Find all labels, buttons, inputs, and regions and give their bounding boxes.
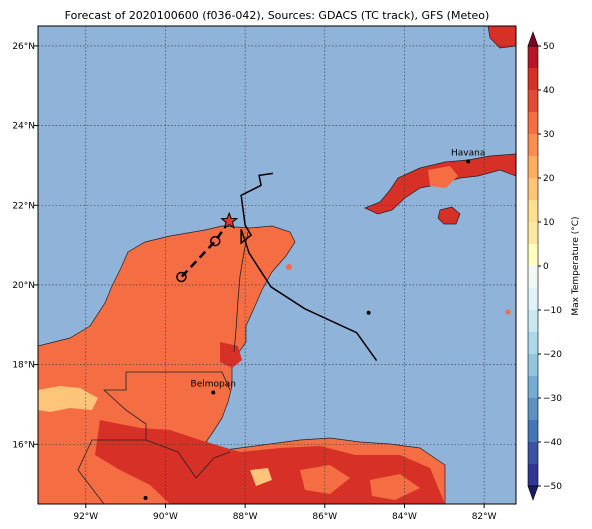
colorbar-label: Max Temperature (°C) bbox=[571, 216, 581, 315]
colorbar-segment bbox=[528, 178, 538, 200]
lon-tick-label: 86°W bbox=[312, 512, 337, 522]
lon-tick-label: 90°W bbox=[153, 512, 178, 522]
colorbar-segment bbox=[528, 68, 538, 90]
colorbar-segment bbox=[528, 46, 538, 68]
colorbar-tick-label: 0 bbox=[543, 262, 549, 272]
map-title: Forecast of 2020100600 (f036-042), Sourc… bbox=[65, 9, 490, 22]
colorbar-tick-label: 50 bbox=[543, 42, 555, 52]
island-small-east bbox=[505, 309, 511, 315]
tc-current-position-star bbox=[220, 211, 239, 229]
tc-forecast-marker bbox=[176, 271, 187, 283]
map-frame bbox=[37, 25, 517, 505]
city-dot bbox=[466, 159, 471, 164]
tc-observed-track bbox=[240, 172, 378, 362]
colorbar-tick-label: 30 bbox=[543, 130, 555, 140]
lat-tick-label: 26°N bbox=[12, 42, 35, 52]
temperature-colorbar: −50 −40 −30 −20 −10 0 10 20 30 40 50 bbox=[527, 31, 562, 501]
lon-tick-label: 92°W bbox=[73, 512, 98, 522]
colorbar-tick-label: −30 bbox=[543, 394, 562, 404]
map-area: Havana Belmopan bbox=[38, 26, 516, 504]
tc-forecast-markers bbox=[176, 235, 221, 283]
country-borders bbox=[77, 231, 249, 504]
land-warm-patch-far-south bbox=[370, 474, 420, 500]
colorbar-segment bbox=[528, 266, 538, 288]
city-label: Havana bbox=[451, 148, 485, 158]
land-hot-patch-east bbox=[220, 342, 242, 368]
colorbar-segment bbox=[528, 222, 538, 244]
colorbar-tick-label: −10 bbox=[543, 306, 562, 316]
colorbar-under-arrow bbox=[527, 485, 539, 501]
colorbar-segment bbox=[528, 90, 538, 112]
lat-tick-label: 20°N bbox=[12, 281, 35, 291]
land-mild-patch-south bbox=[250, 468, 272, 486]
colorbar-over-arrow bbox=[527, 31, 539, 47]
lat-tick-label: 22°N bbox=[12, 201, 35, 211]
lon-tick-label: 82°W bbox=[472, 512, 497, 522]
colorbar-tick-label: 40 bbox=[543, 86, 555, 96]
colorbar-segment bbox=[528, 112, 538, 134]
colorbar-segment bbox=[528, 200, 538, 222]
town-dot bbox=[143, 496, 148, 501]
colorbar-segment bbox=[528, 442, 538, 464]
colorbar-tick-label: 20 bbox=[543, 174, 555, 184]
colorbar-tick-label: −40 bbox=[543, 438, 562, 448]
colorbar-segment bbox=[528, 134, 538, 156]
colorbar-segment bbox=[528, 156, 538, 178]
colorbar-segment bbox=[528, 376, 538, 398]
colorbar-tick-label: −20 bbox=[543, 350, 562, 360]
colorbar-segment bbox=[528, 310, 538, 332]
lat-tick-label: 24°N bbox=[12, 122, 35, 132]
lon-tick-label: 88°W bbox=[233, 512, 258, 522]
colorbar-tick-label: −50 bbox=[543, 482, 562, 492]
land-isla-de-la-juventud bbox=[437, 206, 461, 225]
land-florida-corner bbox=[487, 26, 516, 49]
lat-tick-label: 18°N bbox=[12, 361, 35, 371]
colorbar-segment bbox=[528, 464, 538, 486]
lat-tick-label: 16°N bbox=[12, 440, 35, 450]
city-dot bbox=[211, 390, 216, 395]
colorbar-segment bbox=[528, 420, 538, 442]
island-cozumel bbox=[286, 264, 292, 270]
map-gridlines bbox=[38, 26, 516, 504]
colorbar-segment bbox=[528, 398, 538, 420]
land-cuba bbox=[364, 153, 516, 215]
colorbar-segment bbox=[528, 244, 538, 266]
tc-forecast-track bbox=[180, 220, 231, 278]
lon-tick-label: 84°W bbox=[392, 512, 417, 522]
cuba-warm-patch bbox=[428, 166, 458, 188]
city-markers: Havana Belmopan bbox=[143, 148, 485, 501]
land-mild-patch bbox=[38, 386, 98, 412]
town-dot bbox=[366, 310, 371, 315]
colorbar-segment bbox=[528, 332, 538, 354]
tc-forecast-marker bbox=[210, 235, 221, 247]
colorbar-segment bbox=[528, 354, 538, 376]
city-label: Belmopan bbox=[191, 379, 236, 389]
land-hot-patch-south bbox=[95, 420, 445, 504]
colorbar-segment bbox=[528, 288, 538, 310]
map-axis-ticks: 92°W 90°W 88°W 86°W 84°W 82°W 16°N 18°N 20°N 22°N… bbox=[12, 42, 496, 522]
land-warm-patch-south bbox=[300, 465, 350, 494]
colorbar-tick-label: 10 bbox=[543, 218, 555, 228]
